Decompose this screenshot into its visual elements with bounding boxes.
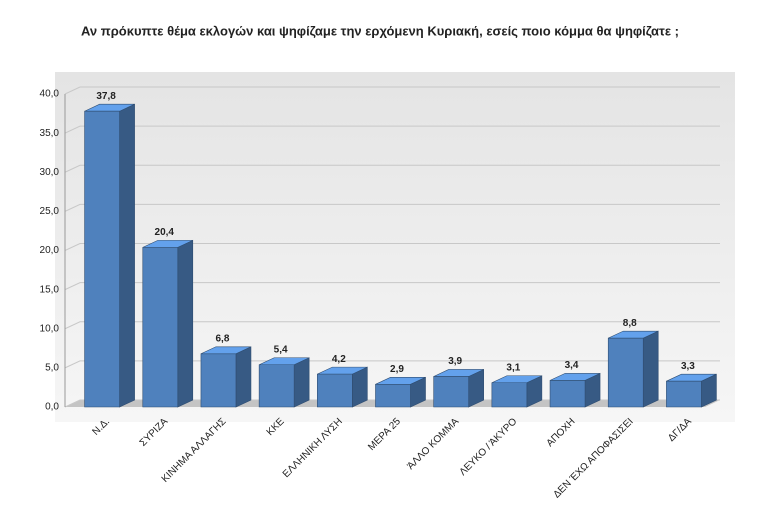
y-tick-label: 5,0 [45, 363, 59, 374]
grid-line [64, 125, 720, 134]
bar [200, 346, 252, 408]
bar-front [491, 382, 528, 408]
x-tick-label: ΕΛΛΗΝΙΚΗ ΛΥΣΗ [281, 416, 345, 480]
bar-front [433, 376, 469, 408]
value-label: 2,9 [390, 364, 404, 375]
bar-side [235, 346, 252, 408]
grid-line [64, 203, 720, 212]
bar [433, 369, 484, 408]
bar-front [84, 110, 120, 408]
value-label: 3,3 [681, 361, 695, 372]
y-tick-label: 40,0 [40, 89, 60, 100]
bar-front [607, 337, 644, 408]
bar-side [642, 330, 659, 408]
bar [549, 372, 601, 408]
grid-line [64, 282, 720, 291]
bar [258, 357, 310, 408]
value-label: 37,8 [96, 91, 116, 102]
bar [84, 103, 135, 408]
x-tick-label: ΚΙΝΗΜΑ ΑΛΛΑΓΗΣ [160, 416, 229, 485]
bar-front [666, 380, 702, 408]
value-label: 3,1 [506, 362, 520, 373]
bar [142, 239, 194, 408]
y-tick-label: 15,0 [40, 284, 60, 295]
value-label: 20,4 [155, 227, 175, 238]
bar-side [119, 103, 135, 408]
y-tick-label: 20,0 [40, 245, 60, 256]
bar-front [142, 247, 179, 408]
value-label: 5,4 [274, 344, 288, 355]
bar [375, 376, 426, 408]
bar-front [317, 373, 353, 408]
value-label: 3,9 [448, 356, 462, 367]
bar-front [200, 353, 237, 408]
bar [607, 330, 659, 408]
grid-line [64, 321, 720, 330]
grid-line [64, 243, 720, 251]
x-tick-label: ΛΕΥΚΟ / ΆΚΥΡΟ [458, 416, 520, 478]
value-label: 3,4 [565, 360, 579, 371]
bar-side [293, 357, 310, 408]
value-label: 4,2 [332, 354, 346, 365]
bar-side [177, 239, 194, 408]
y-tick-label: 10,0 [40, 323, 60, 334]
x-tick-label: ΆΛΛΟ ΚΟΜΜΑ [405, 416, 461, 472]
bar [666, 373, 717, 408]
bar-front [549, 380, 586, 408]
value-label: 6,8 [216, 333, 230, 344]
y-tick-label: 35,0 [40, 128, 60, 139]
grid-line [64, 86, 720, 95]
bar [317, 366, 368, 408]
grid-line [64, 360, 720, 369]
y-tick-label: 25,0 [40, 206, 60, 217]
bar [491, 375, 543, 408]
grid-line [64, 164, 720, 173]
chart-title: Αν πρόκυπτε θέμα εκλογών και ψηφίζαμε τη… [81, 23, 679, 38]
value-label: 8,8 [623, 318, 637, 329]
y-tick-label: 30,0 [40, 167, 60, 178]
bar-front [375, 384, 411, 408]
bar-front [258, 364, 295, 408]
y-tick-label: 0,0 [45, 402, 59, 413]
